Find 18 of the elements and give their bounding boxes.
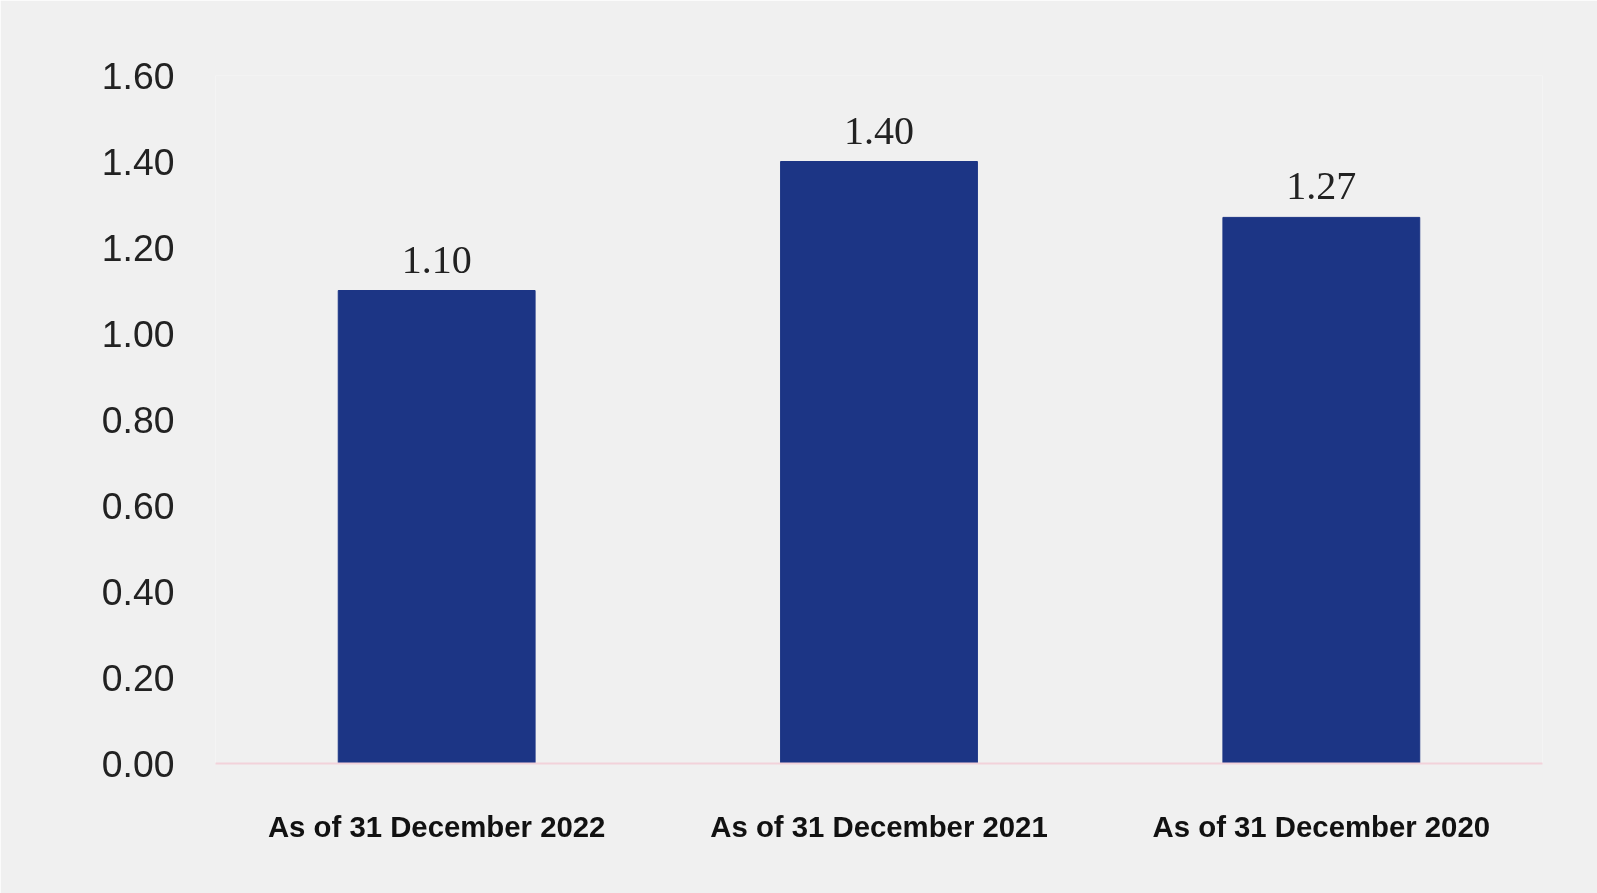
y-tick-label: 1.40 [101, 140, 175, 183]
y-tick-label: 1.20 [101, 226, 175, 269]
bar [1222, 216, 1421, 764]
data-label: 1.10 [401, 236, 472, 282]
bar [337, 290, 536, 764]
x-tick-label: As of 31 December 2022 [267, 809, 606, 843]
data-label: 1.40 [844, 107, 914, 153]
x-tick-label: As of 31 December 2020 [1152, 809, 1491, 843]
data-label: 1.27 [1286, 163, 1357, 209]
x-tick-label: As of 31 December 2021 [710, 809, 1048, 843]
y-tick-label: 0.20 [101, 656, 175, 699]
y-tick-label: 0.60 [101, 484, 175, 527]
y-tick-label: 1.60 [101, 54, 175, 97]
y-tick-label: 1.00 [101, 312, 175, 355]
bar [780, 161, 978, 764]
y-tick-label: 0.80 [101, 398, 175, 441]
y-tick-label: 0.40 [101, 570, 175, 613]
y-tick-label: 0.00 [101, 742, 175, 785]
